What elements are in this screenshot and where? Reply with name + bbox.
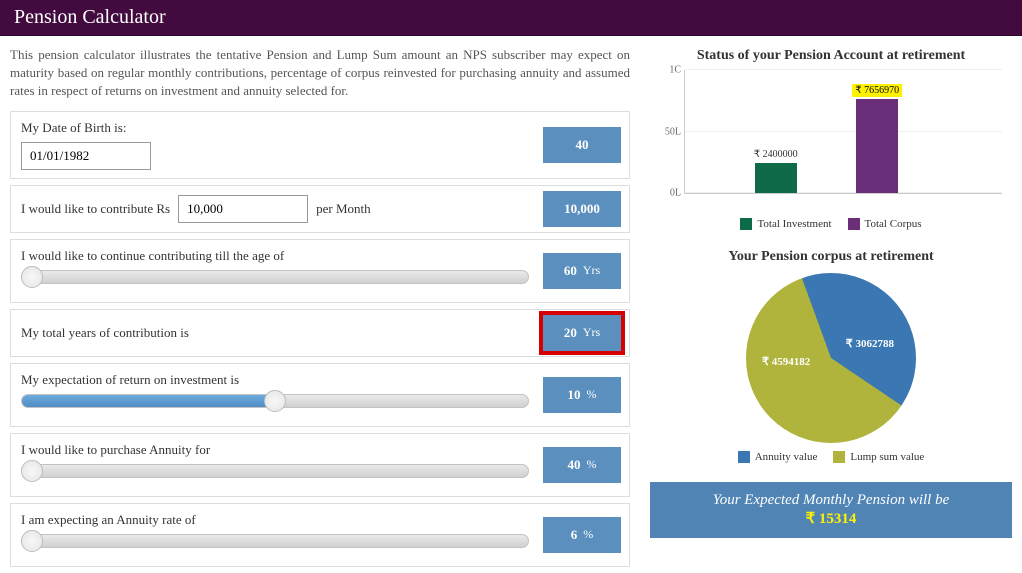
label-per-month: per Month [316,201,371,217]
row-till-age: I would like to continue contributing ti… [10,239,630,303]
main-layout: This pension calculator illustrates the … [0,36,1022,573]
bar-chart-title: Status of your Pension Account at retire… [650,48,1012,64]
value-box-annuity-rate: 6 % [543,517,621,553]
label-contribute: I would like to contribute Rs [21,201,170,217]
pie-chart-title: Your Pension corpus at retirement [650,249,1012,265]
pension-result-box: Your Expected Monthly Pension will be ₹ … [650,482,1012,538]
row-total-years: My total years of contribution is 20 Yrs [10,309,630,357]
slider-annuity-rate[interactable] [21,534,529,548]
pie-chart-legend: Annuity value Lump sum value [650,451,1012,466]
right-column: Status of your Pension Account at retire… [650,46,1012,573]
row-contribute: I would like to contribute Rs per Month … [10,185,630,233]
label-dob: My Date of Birth is: [21,120,126,136]
slider-thumb[interactable] [21,460,43,482]
value-box-till-age: 60 Yrs [543,253,621,289]
label-till-age: I would like to continue contributing ti… [21,248,284,264]
pie-chart: ₹ 3062788 ₹ 4594182 [650,273,1012,443]
legend-item: Lump sum value [833,451,924,463]
label-annuity-rate: I am expecting an Annuity rate of [21,512,196,528]
slider-annuity-pct[interactable] [21,464,529,478]
row-annuity-pct: I would like to purchase Annuity for 40 … [10,433,630,497]
value-box-total-years: 20 Yrs [543,315,621,351]
page-header: Pension Calculator [0,0,1022,36]
legend-item: Annuity value [738,451,818,463]
row-roi: My expectation of return on investment i… [10,363,630,427]
slider-till-age[interactable] [21,270,529,284]
legend-item: Total Investment [740,218,831,230]
label-roi: My expectation of return on investment i… [21,372,239,388]
bar-chart: 0L50L1C₹ 2400000₹ 7656970 [650,70,1012,210]
value-box-roi: 10 % [543,377,621,413]
bar: ₹ 7656970 [856,99,898,193]
slider-thumb[interactable] [21,530,43,552]
pie-label: ₹ 4594182 [758,353,814,370]
slider-thumb[interactable] [21,266,43,288]
bar: ₹ 2400000 [755,163,797,193]
value-box-contribute: 10,000 [543,191,621,227]
label-total-years: My total years of contribution is [21,325,189,341]
value-box-annuity-pct: 40 % [543,447,621,483]
page-title: Pension Calculator [14,6,166,28]
pension-result-text: Your Expected Monthly Pension will be [660,492,1002,509]
input-contribute[interactable] [178,195,308,223]
slider-thumb[interactable] [264,390,286,412]
slider-roi[interactable] [21,394,529,408]
pie-label: ₹ 3062788 [842,335,898,352]
left-column: This pension calculator illustrates the … [10,46,630,573]
value-box-dob: 40 [543,127,621,163]
row-annuity-rate: I am expecting an Annuity rate of 6 % [10,503,630,567]
legend-item: Total Corpus [848,218,922,230]
bar-chart-legend: Total Investment Total Corpus [650,218,1012,233]
intro-text: This pension calculator illustrates the … [10,46,630,101]
pension-result-amount: ₹ 15314 [660,509,1002,528]
row-dob: My Date of Birth is: 40 [10,111,630,179]
input-dob[interactable] [21,142,151,170]
label-annuity-pct: I would like to purchase Annuity for [21,442,210,458]
